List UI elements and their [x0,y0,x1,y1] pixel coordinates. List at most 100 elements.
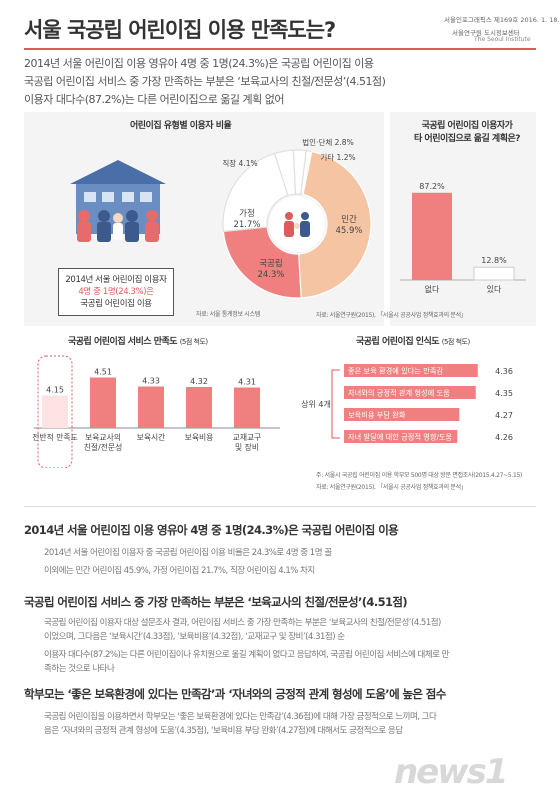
satisfaction-bar-1 [90,377,116,428]
move-category-1: 있다 [487,284,502,294]
satisfaction-category-1-line-1: 친절/전문성 [84,442,123,452]
satisfaction-bar-3 [186,387,212,428]
perception-category-0: 좋은 보육 환경에 있다는 만족감 [348,367,443,376]
family-icon-child [294,223,300,229]
pie-label-2-value: 21.7% [233,220,260,230]
institute-name-kr: 서울연구원 도시정보센터 [452,29,520,37]
move-value-1: 12.8% [481,256,507,265]
finding-2-line-4: 족하는 것으로 나타나 [44,664,115,674]
finding-2-line-2: 이었으며, 그다음은 ‘보육시간’(4.33점), ‘보육비용’(4.32점),… [44,632,345,642]
pie-source: 자료: 서울 통계정보 시스템 [196,311,260,318]
pie-label-4: 법인·단체 2.8% [302,137,353,147]
perception-value-0: 4.36 [495,367,513,376]
perception-note: 주: 서울시 국공립 어린이집 이용 학부모 500명 대상 방문 면접조사(2… [316,472,523,479]
satisfaction-value-1: 4.51 [94,368,112,377]
satisfaction-bar-2 [138,386,164,428]
move-plan-bar-chart: 87.2% 없다 12.8% 있다 [400,182,526,294]
perception-category-2: 보육비용 부담 완화 [348,411,406,420]
summary-line-3: 이용자 대다수(87.2%)는 다른 어린이집으로 옮길 계획 없어 [24,93,285,106]
summary-line-1: 2014년 서울 어린이집 이용 영유아 4명 중 1명(24.3%)은 국공립… [24,57,374,70]
satisfaction-title-text: 국공립 어린이집 서비스 만족도 [68,337,178,347]
title-rule [24,48,536,50]
pie-label-3: 직장 4.1% [222,158,257,168]
pie-callout: 2014년 서울 어린이집 이용자 4명 중 1명(24.3%)은 국공립 어린… [58,268,174,316]
pie-section-title: 어린이집 유형별 이용자 비율 [130,121,232,131]
move-plan-title: 국공립 어린이집 이용자가 타 어린이집으로 옮길 계획은? [412,118,522,144]
perception-value-1: 4.35 [495,389,513,398]
pie-label-1-name: 국공립 [259,259,282,269]
pie-label-0-value: 45.9% [335,226,362,236]
perception-source: 자료: 서울연구원(2015), 「서울시 공공사업 정책효과의 분석」 [316,484,467,491]
family-icon-body-1 [284,221,294,237]
move-plan-source: 자료: 서울연구원(2015), 「서울시 공공사업 정책효과의 분석」 [316,312,467,319]
publication-info: 서울인포그래픽스 제169호 2016. 1. 18. [444,16,560,24]
institute-name-en: The Seoul Institute [474,36,531,43]
finding-1-line-1: 2014년 서울 어린이집 이용자 중 국공립 어린이집 이용 비율은 24.3… [44,548,332,558]
perception-bar-2 [344,408,460,421]
move-value-0: 87.2% [419,182,445,191]
satisfaction-category-4-line-1: 및 장비 [235,442,259,452]
perception-value-2: 4.27 [495,411,513,420]
satisfaction-value-3: 4.32 [190,377,208,386]
perception-bracket [331,369,340,439]
pie-slice-3 [273,149,297,197]
finding-1-line-2: 이외에는 민간 어린이집 45.9%, 가정 어린이집 21.7%, 직장 어린… [44,566,315,576]
perception-category-1: 자녀와의 긍정적 관계 형성에 도움 [348,389,450,398]
family-icon-head-2 [301,212,309,220]
callout-line-2: 4명 중 1명(24.3%)은 [78,287,154,297]
overall-highlight-frame [37,355,73,468]
satisfaction-category-1-line-0: 보육교사의 [85,432,121,442]
finding-3-line-1: 국공립 어린이집을 이용하면서 학부모는 ‘좋은 보육환경에 있다는 만족감’(… [44,712,437,722]
perception-title-text: 국공립 어린이집 인식도 [356,337,440,347]
finding-2-heading: 국공립 어린이집 서비스 중 가장 만족하는 부분은 ‘보육교사의 친절/전문성… [24,595,408,609]
perception-bar-3 [344,430,458,443]
family-icon-head-1 [285,212,293,220]
satisfaction-value-0: 4.15 [46,386,64,395]
satisfaction-category-3-line-0: 보육비용 [185,433,214,442]
satisfaction-bar-0 [42,395,68,428]
finding-2-line-3: 이용자 대다수(87.2%)는 다른 어린이집이나 유치원으로 옮길 계획이 없… [44,650,450,660]
satisfaction-category-0-line-0: 전반적 만족도 [32,432,78,442]
pie-slice-0 [298,150,372,299]
perception-group-label: 상위 4개 [301,399,331,409]
satisfaction-category-4-line-0: 교재교구 [233,433,262,442]
perception-title: 국공립 어린이집 인식도 (5점 척도) [356,334,470,347]
summary-line-2: 국공립 어린이집 서비스 중 가장 만족하는 부분은 ‘보육교사의 친절/전문성… [24,75,386,88]
perception-value-3: 4.26 [495,433,513,442]
pie-slice-2 [222,152,289,233]
finding-3-heading: 학부모는 ‘좋은 보육환경에 있다는 만족감’과 ‘자녀와의 긍정적 관계 형성… [24,687,446,701]
callout-line-1: 2014년 서울 어린이집 이용자 [65,275,167,285]
satisfaction-scale: (5점 척도) [179,338,208,346]
page-title: 서울 국공립 어린이집 이용 만족도는? [24,18,336,42]
move-bar-1 [473,266,515,281]
finding-2-line-1: 국공립 어린이집 이용자 대상 설문조사 결과, 어린이집 서비스 중 가장 만… [44,618,441,628]
finding-1-text: 2014년 서울 어린이집 이용자 중 국공립 어린이집 이용 비율은 24.3… [44,546,534,578]
move-bar-0 [412,192,452,280]
satisfaction-bar-4 [234,387,260,428]
family-icon-body-2 [300,221,310,237]
perception-category-3: 자녀 발달에 대한 긍정적 영향/도움 [348,433,453,442]
pie-label-2-name: 가정 [239,208,255,219]
pie-label-1-value: 24.3% [257,270,284,280]
finding-3-text: 국공립 어린이집을 이용하면서 학부모는 ‘좋은 보육환경에 있다는 만족감’(… [44,710,534,738]
satisfaction-value-2: 4.33 [142,377,160,386]
finding-3-line-2: 음은 ‘자녀와의 긍정적 관계 형성에 도움’(4.35점), ‘보육비용 부담… [44,726,403,736]
satisfaction-value-4: 4.31 [238,378,256,387]
callout-line-3: 국공립 어린이집 이용 [80,299,152,309]
finding-1-heading: 2014년 서울 어린이집 이용 영유아 4명 중 1명(24.3%)은 국공립… [24,523,399,537]
pie-label-0-name: 민간 [341,214,357,225]
perception-bar-0 [344,364,478,377]
satisfaction-category-2-line-0: 보육시간 [137,432,166,442]
pie-slice-1 [222,226,302,299]
move-plan-title-line-2: 타 어린이집으로 옮길 계획은? [414,134,520,144]
move-plan-title-line-1: 국공립 어린이집 이용자가 [421,121,513,131]
perception-bar-1 [344,386,476,399]
daycare-building-illustration [70,160,166,242]
satisfaction-title: 국공립 어린이집 서비스 만족도 (5점 척도) [68,334,208,347]
move-category-0: 없다 [425,285,440,294]
news1-watermark-logo: news1 [394,752,509,792]
perception-scale: (5점 척도) [441,338,470,346]
finding-2-text: 국공립 어린이집 이용자 대상 설문조사 결과, 어린이집 서비스 중 가장 만… [44,616,534,676]
